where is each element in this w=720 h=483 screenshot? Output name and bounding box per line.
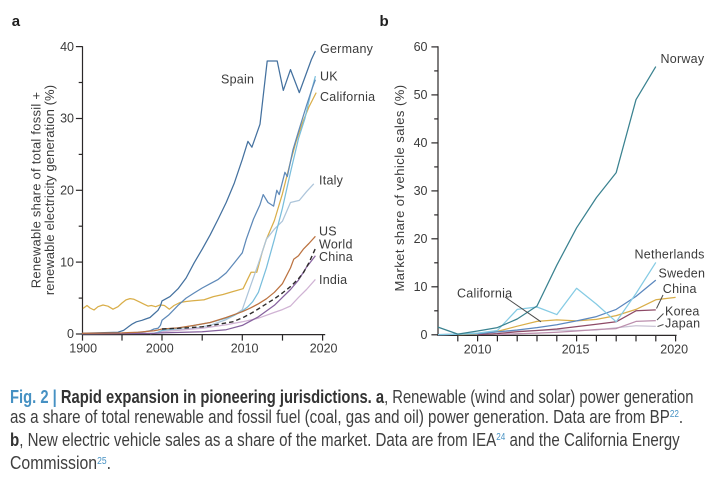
svg-text:World: World xyxy=(319,237,353,251)
svg-text:2020: 2020 xyxy=(660,342,688,356)
svg-text:Italy: Italy xyxy=(319,174,344,188)
svg-text:Spain: Spain xyxy=(221,73,254,87)
svg-text:10: 10 xyxy=(414,280,428,294)
svg-text:0: 0 xyxy=(421,328,428,342)
svg-text:Japan: Japan xyxy=(665,317,700,331)
svg-text:Korea: Korea xyxy=(665,305,700,319)
svg-text:US: US xyxy=(319,224,337,238)
svg-text:UK: UK xyxy=(320,70,338,84)
svg-text:Germany: Germany xyxy=(320,42,374,56)
svg-text:2015: 2015 xyxy=(562,342,590,356)
svg-text:California: California xyxy=(457,286,512,300)
svg-text:30: 30 xyxy=(414,184,428,198)
svg-text:Market share of vehicle sales: Market share of vehicle sales (%) xyxy=(392,84,407,291)
svg-text:Norway: Norway xyxy=(661,52,705,66)
svg-text:0: 0 xyxy=(67,327,74,341)
svg-text:Sweden: Sweden xyxy=(659,266,706,280)
svg-text:China: China xyxy=(319,250,353,264)
svg-text:10: 10 xyxy=(60,255,74,269)
svg-text:40: 40 xyxy=(60,40,74,54)
svg-text:India: India xyxy=(319,273,347,287)
svg-text:a: a xyxy=(12,13,21,30)
svg-text:1900: 1900 xyxy=(69,342,97,356)
svg-text:Renewable share of total fossi: Renewable share of total fossil + xyxy=(29,92,44,289)
svg-text:2010: 2010 xyxy=(464,342,492,356)
svg-text:2000: 2000 xyxy=(146,342,174,356)
svg-text:40: 40 xyxy=(414,136,428,150)
svg-text:60: 60 xyxy=(414,40,428,54)
svg-text:2010: 2010 xyxy=(231,342,259,356)
svg-text:China: China xyxy=(663,282,697,296)
svg-text:renewable electricity generati: renewable electricity generation (%) xyxy=(42,85,57,295)
svg-text:b: b xyxy=(380,13,389,30)
svg-text:30: 30 xyxy=(60,112,74,126)
svg-text:20: 20 xyxy=(60,184,74,198)
svg-text:2020: 2020 xyxy=(310,342,338,356)
svg-text:20: 20 xyxy=(414,232,428,246)
svg-text:Netherlands: Netherlands xyxy=(635,248,705,262)
svg-text:50: 50 xyxy=(414,88,428,102)
svg-text:California: California xyxy=(320,90,375,104)
